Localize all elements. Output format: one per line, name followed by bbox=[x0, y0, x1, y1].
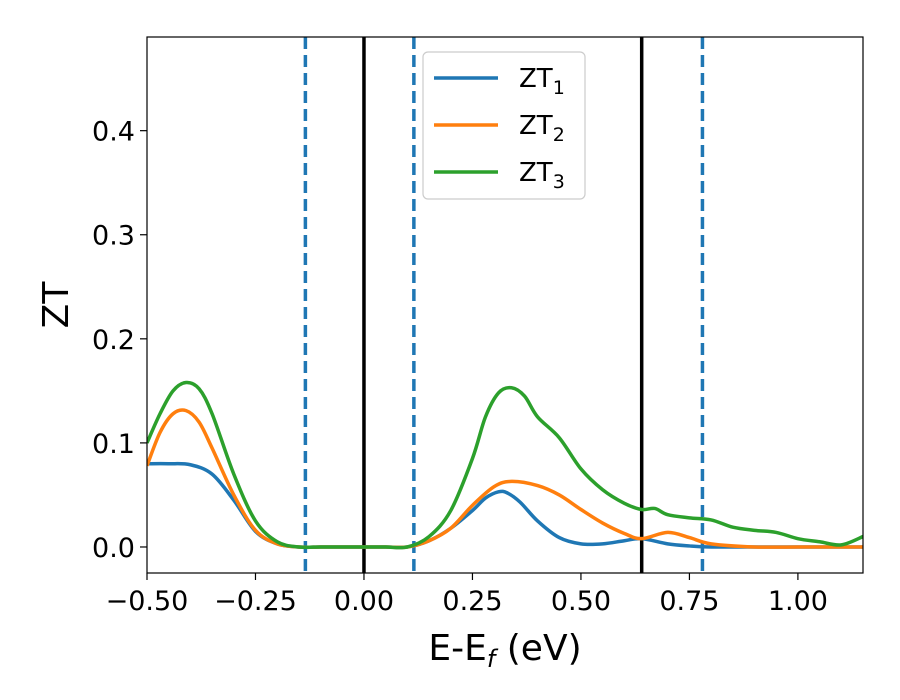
x-tick-label: 0.00 bbox=[334, 586, 394, 617]
x-axis-label-unit: (eV) bbox=[495, 628, 581, 669]
legend: ZT1 ZT2 ZT3 bbox=[422, 51, 586, 200]
series-line-zt3 bbox=[147, 380, 863, 550]
x-tick-label: −0.50 bbox=[106, 586, 189, 617]
y-axis-ticks: 0.0 0.1 0.2 0.3 0.4 bbox=[92, 117, 147, 564]
x-tick-label: 0.50 bbox=[551, 586, 611, 617]
legend-entry-label: ZT1 bbox=[519, 64, 565, 99]
x-axis-label: E-Ef (eV) bbox=[428, 628, 581, 673]
x-tick-label: −0.25 bbox=[214, 586, 297, 617]
y-tick-label: 0.4 bbox=[92, 117, 135, 148]
series-line-zt2 bbox=[147, 408, 863, 550]
legend-entry-label: ZT3 bbox=[519, 158, 565, 193]
series-line-zt1 bbox=[147, 461, 863, 550]
plot-frame bbox=[146, 36, 864, 574]
series-lines bbox=[147, 380, 863, 550]
vertical-reference-lines bbox=[303, 37, 705, 573]
y-tick-label: 0.1 bbox=[92, 429, 135, 460]
x-tick-label: 1.00 bbox=[768, 586, 828, 617]
legend-entry-label: ZT2 bbox=[519, 111, 565, 146]
y-axis-label: ZT bbox=[36, 281, 77, 329]
y-tick-label: 0.3 bbox=[92, 221, 135, 252]
x-tick-label: 0.75 bbox=[659, 586, 719, 617]
legend-box bbox=[422, 51, 586, 200]
x-axis-label-main: E-E bbox=[428, 628, 486, 669]
y-tick-label: 0.0 bbox=[92, 533, 135, 564]
x-tick-label: 0.25 bbox=[442, 586, 502, 617]
x-axis-ticks: −0.50 −0.25 0.00 0.25 0.50 0.75 1.00 bbox=[106, 573, 828, 617]
y-tick-label: 0.2 bbox=[92, 325, 135, 356]
